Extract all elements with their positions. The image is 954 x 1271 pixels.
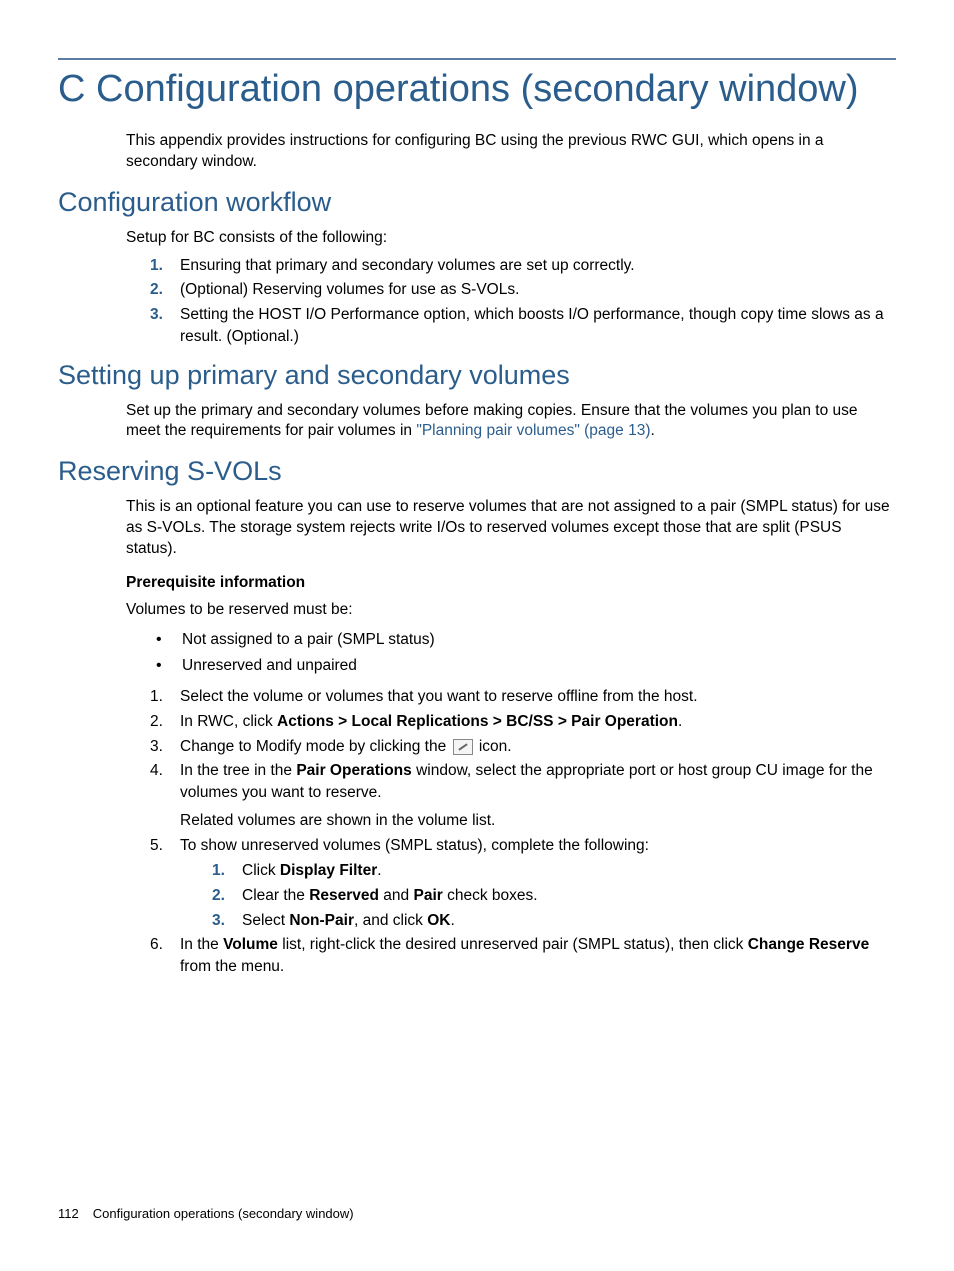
workflow-list: Ensuring that primary and secondary volu…: [150, 255, 896, 348]
footer-text: Configuration operations (secondary wind…: [93, 1206, 354, 1221]
prerequisite-heading: Prerequisite information: [126, 574, 896, 592]
substep-3-bold2: OK: [427, 912, 450, 929]
step-1: Select the volume or volumes that you wa…: [150, 686, 896, 708]
step-4-pre: In the tree in the: [180, 762, 296, 779]
document-page: C Configuration operations (secondary wi…: [0, 0, 954, 1271]
planning-pair-volumes-link[interactable]: "Planning pair volumes" (page 13): [416, 422, 650, 439]
step-2-pre: In RWC, click: [180, 713, 277, 730]
substep-3-bold1: Non-Pair: [289, 912, 354, 929]
step-4-bold: Pair Operations: [296, 762, 411, 779]
page-footer: 112 Configuration operations (secondary w…: [58, 1206, 354, 1221]
page-title: C Configuration operations (secondary wi…: [58, 68, 896, 111]
step-6-bold1: Volume: [223, 936, 278, 953]
page-number: 112: [58, 1206, 79, 1221]
substep-1-bold: Display Filter: [280, 862, 377, 879]
step-2: In RWC, click Actions > Local Replicatio…: [150, 711, 896, 733]
prereq-bullet-2: Unreserved and unpaired: [156, 655, 896, 677]
svols-body: This is an optional feature you can use …: [126, 497, 896, 560]
prereq-lead: Volumes to be reserved must be:: [126, 600, 896, 621]
step-5: To show unreserved volumes (SMPL status)…: [150, 835, 896, 932]
workflow-item-1: Ensuring that primary and secondary volu…: [150, 255, 896, 277]
step-4: In the tree in the Pair Operations windo…: [150, 760, 896, 831]
intro-paragraph: This appendix provides instructions for …: [126, 131, 896, 173]
substep-2-post: check boxes.: [443, 887, 538, 904]
substep-2-mid: and: [379, 887, 413, 904]
step-6-post: from the menu.: [180, 958, 284, 975]
prereq-bullets: Not assigned to a pair (SMPL status) Unr…: [156, 629, 896, 676]
step-3-post: icon.: [475, 738, 512, 755]
substep-2-bold2: Pair: [413, 887, 442, 904]
substep-2-bold1: Reserved: [309, 887, 379, 904]
substep-3-pre: Select: [242, 912, 289, 929]
substep-1-post: .: [377, 862, 381, 879]
section-configuration-workflow: Configuration workflow: [58, 187, 896, 218]
substep-3: Select Non-Pair, and click OK.: [212, 910, 896, 932]
substep-3-mid: , and click: [354, 912, 427, 929]
step-2-bold: Actions > Local Replications > BC/SS > P…: [277, 713, 678, 730]
substep-3-post: .: [450, 912, 454, 929]
step-2-post: .: [678, 713, 682, 730]
edit-icon: [453, 739, 473, 755]
step-6-bold2: Change Reserve: [748, 936, 869, 953]
step-6: In the Volume list, right-click the desi…: [150, 934, 896, 977]
section-reserving-svols: Reserving S-VOLs: [58, 456, 896, 487]
substep-1-pre: Click: [242, 862, 280, 879]
svols-steps: Select the volume or volumes that you wa…: [150, 686, 896, 977]
workflow-item-2: (Optional) Reserving volumes for use as …: [150, 279, 896, 301]
step-3-pre: Change to Modify mode by clicking the: [180, 738, 451, 755]
substep-1: Click Display Filter.: [212, 860, 896, 882]
step-4-note: Related volumes are shown in the volume …: [180, 810, 896, 832]
step-5-substeps: Click Display Filter. Clear the Reserved…: [212, 860, 896, 931]
setting-volumes-body: Set up the primary and secondary volumes…: [126, 401, 896, 443]
prereq-bullet-1: Not assigned to a pair (SMPL status): [156, 629, 896, 651]
substep-2: Clear the Reserved and Pair check boxes.: [212, 885, 896, 907]
top-rule: [58, 58, 896, 60]
section-setting-volumes: Setting up primary and secondary volumes: [58, 360, 896, 391]
step-3: Change to Modify mode by clicking the ic…: [150, 736, 896, 758]
step-5-lead: To show unreserved volumes (SMPL status)…: [180, 837, 649, 854]
setting-body-post: .: [651, 422, 655, 439]
workflow-lead: Setup for BC consists of the following:: [126, 228, 896, 249]
step-6-pre: In the: [180, 936, 223, 953]
workflow-item-3: Setting the HOST I/O Performance option,…: [150, 304, 896, 347]
step-6-mid: list, right-click the desired unreserved…: [278, 936, 748, 953]
substep-2-pre: Clear the: [242, 887, 309, 904]
